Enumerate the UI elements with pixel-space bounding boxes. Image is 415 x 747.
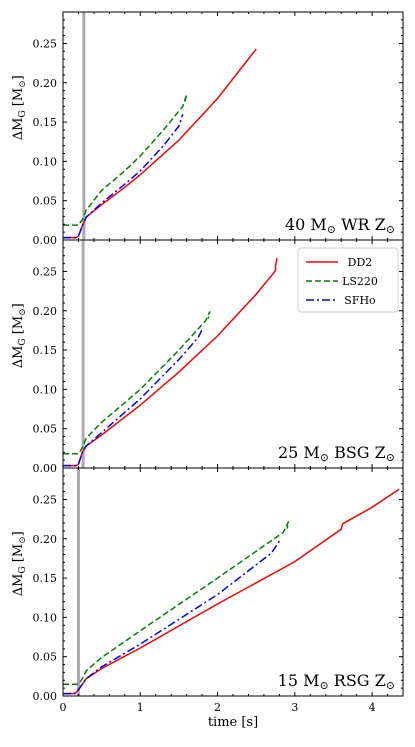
y-tick-label: 0.15 [33, 572, 58, 585]
panel-label-mass: 15 M [278, 671, 320, 690]
legend-box [297, 247, 399, 313]
series-dd2-line [63, 48, 257, 239]
y-tick-label: 0.05 [33, 195, 58, 208]
y-tick-label: 0.00 [33, 462, 58, 475]
panel-label-mass: 40 M [285, 215, 327, 234]
y-axis-label: ΔMG [M⊙] [11, 531, 28, 596]
y-axis-label-subscript: G [18, 110, 28, 117]
y-axis-label-subscript: G [18, 338, 28, 345]
panel-label-sun: ⊙ [386, 223, 395, 236]
series-ls220-line [63, 94, 188, 226]
y-tick-label: 0.10 [33, 155, 58, 168]
series-ls220-line [63, 521, 290, 685]
y-tick-label: 0.10 [33, 611, 58, 624]
y-tick-label: 0.20 [33, 77, 58, 90]
y-axis-label-sun: ⊙ [18, 80, 28, 88]
legend-label-sfho: SFHo [344, 294, 376, 307]
y-axis-label-symbol: ΔM [11, 574, 26, 597]
y-axis-label-symbol: ΔM [11, 118, 26, 141]
panel-label-sun: ⊙ [319, 679, 328, 692]
y-tick-label: 0.25 [33, 265, 58, 278]
panel-frame [62, 11, 404, 241]
series-ls220-line [63, 311, 211, 455]
series-sfho-line [63, 329, 203, 467]
y-tick-label: 0.05 [33, 423, 58, 436]
panel-label-type: BSG Z [329, 443, 386, 462]
y-axis-label-unit-end: ] [11, 531, 26, 536]
x-tick-label: 4 [369, 701, 376, 714]
x-tick-label: 1 [137, 701, 144, 714]
panel-label-sun: ⊙ [386, 679, 395, 692]
panel-label-mass: 25 M [278, 443, 320, 462]
y-tick-label: 0.15 [33, 116, 58, 129]
legend-label-dd2: DD2 [348, 256, 373, 269]
y-axis-label: ΔMG [M⊙] [11, 75, 28, 140]
x-tick-label: 3 [291, 701, 298, 714]
series-sfho-line [63, 540, 281, 695]
y-tick-label: 0.05 [33, 651, 58, 664]
y-axis-label-subscript: G [18, 566, 28, 573]
y-axis-label-unit: [M [11, 544, 26, 567]
y-tick-label: 0.10 [33, 383, 58, 396]
legend: DD2 LS220 SFHo [297, 247, 399, 313]
panel-label-type: RSG Z [329, 671, 386, 690]
x-axis-label: time [s] [208, 715, 258, 730]
panel-label-type: WR Z [336, 215, 386, 234]
y-axis-label-sun: ⊙ [18, 308, 28, 316]
y-tick-label: 0.25 [33, 493, 58, 506]
series-sfho-line [63, 113, 184, 239]
panel-label-sun: ⊙ [320, 451, 329, 464]
y-axis-label-symbol: ΔM [11, 346, 26, 369]
x-tick-label: 0 [60, 701, 67, 714]
panel-label: 25 M⊙ BSG Z⊙ [278, 443, 395, 464]
y-axis-label-sun: ⊙ [18, 536, 28, 544]
y-axis-label-unit: [M [11, 316, 26, 339]
panel-label: 40 M⊙ WR Z⊙ [285, 215, 395, 236]
y-axis-label-unit-end: ] [11, 303, 26, 308]
y-tick-label: 0.15 [33, 344, 58, 357]
panel-label-sun: ⊙ [386, 451, 395, 464]
y-tick-label: 0.00 [33, 690, 58, 703]
x-tick-label: 2 [214, 701, 221, 714]
legend-label-ls220: LS220 [342, 275, 378, 288]
y-tick-label: 0.00 [33, 234, 58, 247]
series-dd2-line [63, 257, 278, 467]
y-axis-label-unit: [M [11, 88, 26, 111]
y-axis-label: ΔMG [M⊙] [11, 303, 28, 368]
y-tick-label: 0.25 [33, 37, 58, 50]
series-dd2-line [63, 488, 400, 695]
y-axis-label-unit-end: ] [11, 75, 26, 80]
panel-label: 15 M⊙ RSG Z⊙ [278, 671, 395, 692]
y-tick-label: 0.20 [33, 533, 58, 546]
panel-label-sun: ⊙ [327, 223, 336, 236]
y-tick-label: 0.20 [33, 305, 58, 318]
